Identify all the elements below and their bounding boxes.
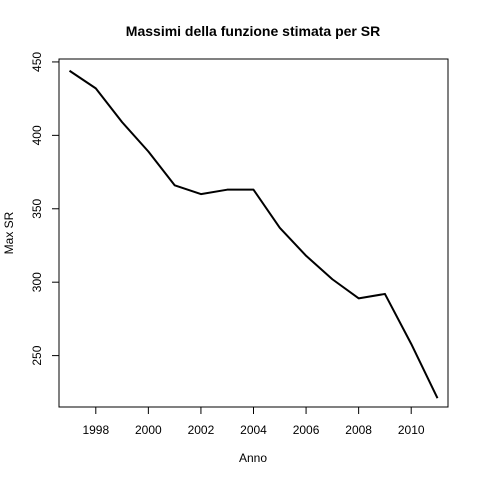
x-tick-label: 2004 bbox=[240, 423, 267, 437]
x-axis: 1998 2000 2002 2004 2006 2008 2010 bbox=[82, 406, 425, 437]
y-tick-label: 300 bbox=[30, 272, 44, 292]
series-line bbox=[68, 69, 439, 399]
y-tick-label: 350 bbox=[30, 198, 44, 218]
x-axis-label: Anno bbox=[239, 451, 267, 465]
y-axis-label: Max SR bbox=[2, 211, 16, 254]
chart-title: Massimi della funzione stimata per SR bbox=[126, 23, 380, 39]
x-tick-label: 2002 bbox=[188, 423, 215, 437]
y-tick-label: 250 bbox=[30, 345, 44, 365]
x-tick-label: 1998 bbox=[82, 423, 109, 437]
y-tick-label: 450 bbox=[30, 52, 44, 72]
x-tick-label: 2010 bbox=[398, 423, 425, 437]
plot-frame bbox=[58, 58, 449, 408]
y-tick-label: 400 bbox=[30, 125, 44, 145]
y-axis: 250 300 350 400 450 bbox=[30, 52, 60, 366]
x-tick-label: 2008 bbox=[345, 423, 372, 437]
x-tick-label: 2000 bbox=[135, 423, 162, 437]
x-tick-label: 2006 bbox=[293, 423, 320, 437]
